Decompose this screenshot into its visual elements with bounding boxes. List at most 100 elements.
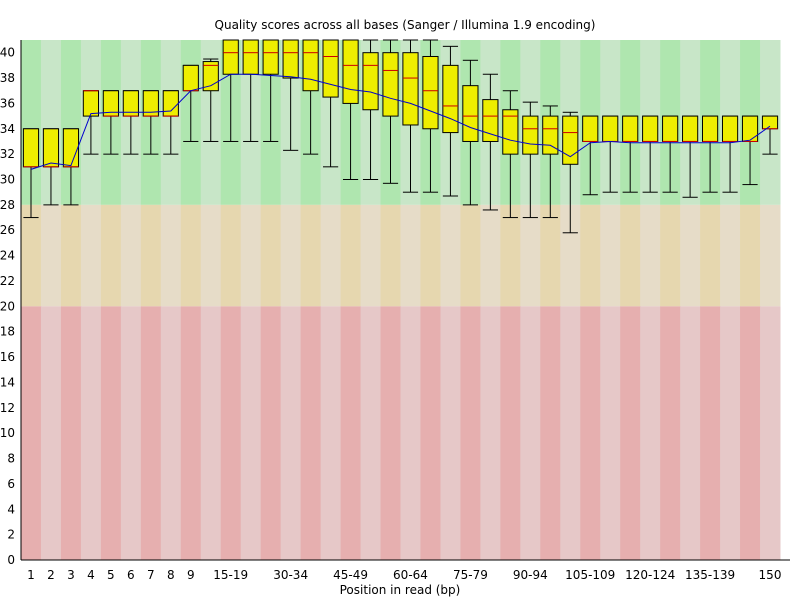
y-tick-label: 26 xyxy=(0,223,15,237)
zone-poor-cell xyxy=(220,306,242,560)
zone-poor-cell xyxy=(400,306,421,560)
box-iqr xyxy=(741,115,759,142)
box-plot-100-104 xyxy=(562,111,579,234)
box-iqr xyxy=(582,115,599,142)
box-iqr xyxy=(502,109,519,155)
box-iqr xyxy=(482,99,499,142)
box-plot-80-84 xyxy=(482,73,499,211)
zone-reasonable-cell xyxy=(660,204,681,307)
x-tick-label: 60-64 xyxy=(393,568,428,582)
box-iqr xyxy=(522,115,539,155)
quality-zones xyxy=(21,40,781,560)
y-tick-label: 28 xyxy=(0,198,15,212)
box-plot-115-119 xyxy=(622,115,639,193)
box-plot-120-124 xyxy=(642,115,659,193)
box-plot-105-109 xyxy=(582,115,599,196)
zone-poor-cell xyxy=(520,306,541,560)
zone-reasonable-cell xyxy=(340,204,362,307)
mean-line-group xyxy=(30,73,771,170)
mean-line xyxy=(30,73,771,170)
zone-poor-cell xyxy=(360,306,382,560)
box-iqr xyxy=(422,55,439,130)
y-tick-label: 24 xyxy=(0,249,15,263)
zone-poor-cell xyxy=(500,306,521,560)
y-tick-label: 38 xyxy=(0,71,15,85)
box-plot-135-139 xyxy=(702,115,719,193)
zone-reasonable-cell xyxy=(420,204,441,307)
zone-reasonable-cell xyxy=(120,204,142,307)
zone-poor-cell xyxy=(320,306,342,560)
zone-reasonable-cell xyxy=(240,204,262,307)
box-plot-1 xyxy=(22,128,40,219)
x-tick-label: 90-94 xyxy=(513,568,548,582)
zone-poor-cell xyxy=(740,306,761,560)
zone-reasonable-cell xyxy=(300,204,322,307)
zone-poor-cell xyxy=(200,306,222,560)
box-iqr xyxy=(662,115,679,142)
x-tick-labels: 1 2 3 4 5 6 7 8 9 15-19 30-34 45-49 60-64 75-79 90-94 1… xyxy=(27,568,781,582)
box-iqr xyxy=(302,39,319,92)
x-tick-label: 120-124 xyxy=(625,568,675,582)
box-iqr xyxy=(222,39,239,75)
zone-reasonable-cell xyxy=(21,204,42,307)
zone-poor-cell xyxy=(440,306,461,560)
zone-poor-cell xyxy=(680,306,701,560)
box-plot-30-34 xyxy=(282,39,299,151)
box-iqr xyxy=(62,128,80,168)
box-plot-6 xyxy=(122,90,139,155)
zone-reasonable-cell xyxy=(620,204,641,307)
x-tick-label: 4 xyxy=(87,568,95,582)
zone-poor-cell xyxy=(460,306,481,560)
y-tick-label: 2 xyxy=(7,528,15,542)
box-plot-60-64 xyxy=(402,39,419,193)
zone-reasonable-cell xyxy=(260,204,282,307)
zone-poor-cell xyxy=(480,306,501,560)
y-tick-label: 4 xyxy=(7,502,15,516)
box-plot-85-89 xyxy=(502,90,519,219)
box-plot-150 xyxy=(761,115,779,155)
box-iqr xyxy=(702,115,719,142)
zone-poor-cell xyxy=(100,306,122,560)
box-plot-3 xyxy=(62,128,80,206)
zone-reasonable-cell xyxy=(540,204,561,307)
box-plot-70-74 xyxy=(442,45,459,197)
zone-reasonable-cell xyxy=(560,204,581,307)
y-tick-label: 32 xyxy=(0,147,15,161)
y-tick-label: 40 xyxy=(0,46,15,60)
box-iqr xyxy=(162,90,179,117)
box-plot-140-144 xyxy=(721,115,739,193)
zone-reasonable-cell xyxy=(140,204,162,307)
box-plot-35-39 xyxy=(302,39,319,155)
zone-poor-cell xyxy=(300,306,322,560)
x-tick-label: 6 xyxy=(127,568,135,582)
y-tick-label: 0 xyxy=(7,553,15,567)
x-tick-label: 135-139 xyxy=(685,568,735,582)
box-iqr xyxy=(402,52,419,126)
chart-title: Quality scores across all bases (Sanger … xyxy=(215,18,596,32)
zone-reasonable-cell xyxy=(680,204,701,307)
box-plot-45-49 xyxy=(342,39,359,181)
zone-reasonable-cell xyxy=(700,204,721,307)
box-plot-15-19 xyxy=(222,39,239,142)
zone-reasonable-cell xyxy=(180,204,202,307)
zone-poor-cell xyxy=(600,306,621,560)
zone-reasonable-cell xyxy=(460,204,481,307)
box-plot-65-69 xyxy=(422,39,439,193)
zone-reasonable-cell xyxy=(480,204,501,307)
box-plot-7 xyxy=(142,90,159,155)
box-iqr xyxy=(342,39,359,104)
x-tick-label: 2 xyxy=(47,568,55,582)
x-tick-label: 7 xyxy=(147,568,155,582)
box-iqr xyxy=(362,52,379,111)
x-axis-label: Position in read (bp) xyxy=(340,583,461,597)
box-plot-25-29 xyxy=(262,39,279,142)
zone-reasonable-cell xyxy=(200,204,222,307)
box-plot-75-79 xyxy=(462,59,479,206)
box-iqr xyxy=(602,115,619,142)
x-tick-label: 3 xyxy=(67,568,75,582)
y-tick-label: 20 xyxy=(0,299,15,313)
zone-poor-cell xyxy=(560,306,581,560)
y-tick-label: 30 xyxy=(0,173,15,187)
